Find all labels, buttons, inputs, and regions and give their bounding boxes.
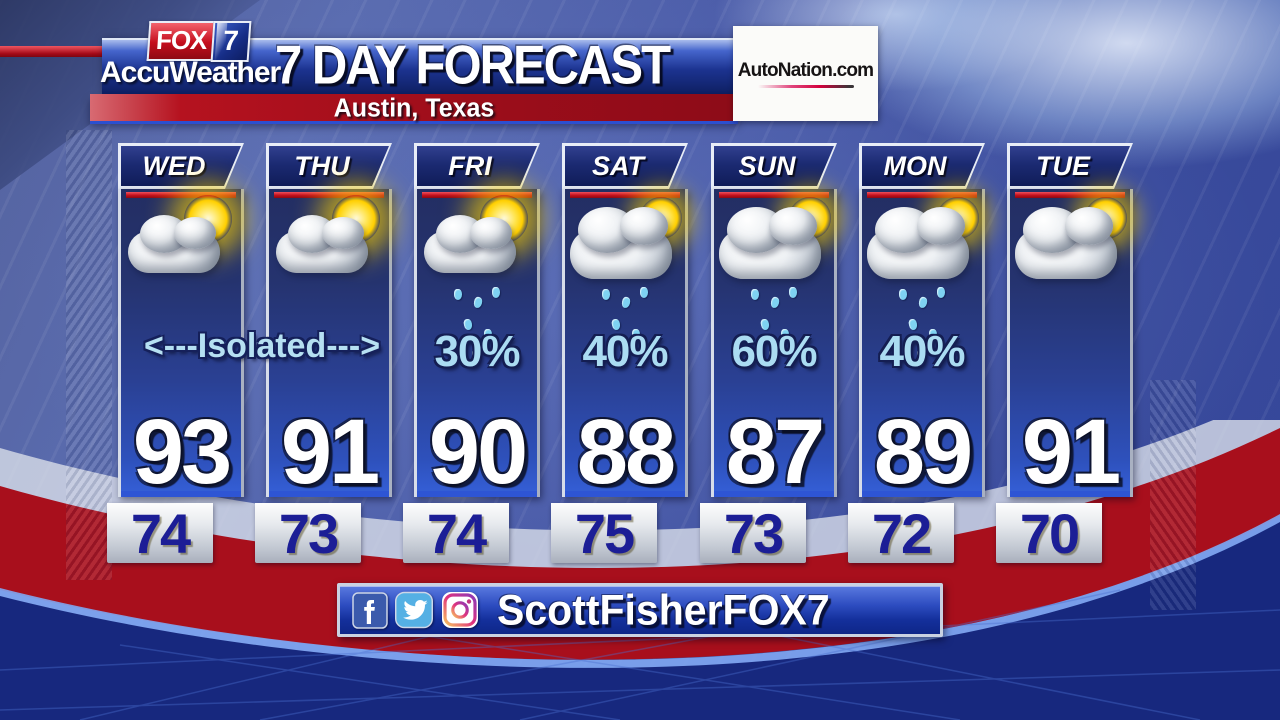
precip-chance: 40% xyxy=(879,327,965,376)
forecast-column-sun: SUN 60% 87 73 xyxy=(700,143,837,567)
low-temp: 72 xyxy=(871,501,932,565)
sponsor-underline xyxy=(757,84,854,88)
day-label: WED xyxy=(142,150,206,181)
low-temp-box: 72 xyxy=(848,497,954,565)
red-divider xyxy=(274,192,384,198)
location-label: Austin, Texas xyxy=(333,93,495,123)
day-tab: MON xyxy=(859,143,985,189)
social-handle: ScottFisherFOX7 xyxy=(497,585,830,634)
forecast-column-sat: SAT 40% 88 75 xyxy=(551,143,688,567)
accuweather-brand: AccuWeather xyxy=(100,56,281,89)
studio-pillar-left xyxy=(66,130,112,580)
day-label: MON xyxy=(883,150,947,181)
forecast-column-tue: TUE 91 70 xyxy=(996,143,1133,567)
low-temp-box: 74 xyxy=(107,497,213,565)
studio-pillar-right xyxy=(1150,380,1196,610)
high-temp: 91 xyxy=(1021,401,1121,504)
mostly-cloudy-rain-icon xyxy=(867,197,979,360)
precip-chance: 30% xyxy=(434,327,520,376)
low-temp-box: 75 xyxy=(551,497,657,565)
red-divider xyxy=(422,192,532,198)
partly-sunny-icon xyxy=(274,195,386,287)
forecast-column-fri: FRI 30% 90 74 xyxy=(403,143,540,567)
high-temp: 90 xyxy=(428,401,528,504)
forecast-column-wed: WED 93 74 xyxy=(107,143,244,567)
precip-chance: 60% xyxy=(731,327,817,376)
red-divider xyxy=(867,192,977,198)
low-temp: 73 xyxy=(278,501,339,565)
day-panel: 91 xyxy=(1007,189,1133,504)
location-banner xyxy=(90,94,738,121)
low-temp: 74 xyxy=(426,501,487,565)
forecast-column-mon: MON 40% 89 72 xyxy=(848,143,985,567)
day-tab: FRI xyxy=(414,143,540,189)
facebook-icon xyxy=(352,592,388,629)
partly-sunny-rain-icon xyxy=(422,195,534,360)
low-temp-box: 70 xyxy=(996,497,1102,565)
day-panel: 60% 87 xyxy=(711,189,837,504)
high-temp: 87 xyxy=(725,401,825,504)
low-temp: 70 xyxy=(1019,501,1080,565)
day-panel: 40% 88 xyxy=(562,189,688,504)
social-banner: ScottFisherFOX7 xyxy=(337,583,943,637)
day-panel: 91 xyxy=(266,189,392,504)
day-tab: WED xyxy=(118,143,244,189)
day-tab: THU xyxy=(266,143,392,189)
sponsor-logo: AutoNation.com xyxy=(733,26,878,121)
partly-sunny-icon xyxy=(126,195,238,287)
red-divider xyxy=(719,192,829,198)
low-temp: 74 xyxy=(130,501,191,565)
day-tab: SUN xyxy=(711,143,837,189)
day-tab: TUE xyxy=(1007,143,1133,189)
header-red-stripe xyxy=(0,46,118,57)
low-temp: 73 xyxy=(723,501,784,565)
day-panel: 40% 89 xyxy=(859,189,985,504)
high-temp: 88 xyxy=(576,401,676,504)
high-temp: 89 xyxy=(873,401,973,504)
instagram-icon xyxy=(442,592,478,628)
sponsor-name: AutoNation.com xyxy=(737,59,874,81)
mostly-cloudy-rain-icon xyxy=(719,197,831,360)
fox7-logo: FOX 7 xyxy=(146,20,252,62)
precip-chance: 40% xyxy=(582,327,668,376)
high-temp: 91 xyxy=(280,401,380,504)
isolated-precip-label: <---Isolated---> xyxy=(143,327,381,365)
low-temp: 75 xyxy=(574,501,635,565)
red-divider xyxy=(126,192,236,198)
mostly-cloudy-rain-icon xyxy=(570,197,682,360)
day-tab: SAT xyxy=(562,143,688,189)
day-label: FRI xyxy=(448,150,492,181)
page-title: 7 DAY FORECAST xyxy=(274,35,671,96)
low-temp-box: 74 xyxy=(403,497,509,565)
red-divider xyxy=(1015,192,1125,198)
day-label: THU xyxy=(294,150,350,181)
fox-logo-text: FOX xyxy=(146,21,214,61)
day-label: SAT xyxy=(592,150,644,181)
low-temp-box: 73 xyxy=(255,497,361,565)
red-divider xyxy=(570,192,680,198)
day-label: SUN xyxy=(738,150,796,181)
twitter-icon xyxy=(395,591,433,629)
day-panel: 30% 90 xyxy=(414,189,540,504)
mostly-cloudy-icon xyxy=(1015,197,1127,287)
low-temp-box: 73 xyxy=(700,497,806,565)
forecast-column-thu: THU 91 73 xyxy=(255,143,392,567)
day-panel: 93 xyxy=(118,189,244,504)
high-temp: 93 xyxy=(132,401,232,504)
day-label: TUE xyxy=(1036,150,1090,181)
